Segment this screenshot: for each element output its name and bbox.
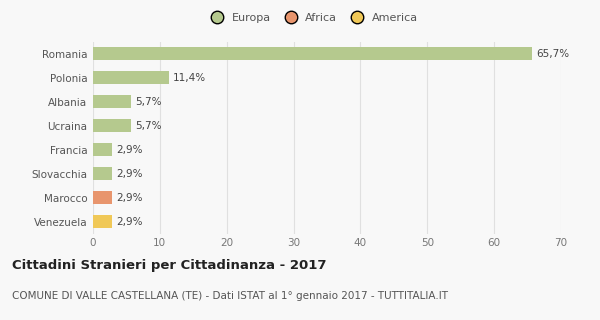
- Text: Cittadini Stranieri per Cittadinanza - 2017: Cittadini Stranieri per Cittadinanza - 2…: [12, 259, 326, 272]
- Text: COMUNE DI VALLE CASTELLANA (TE) - Dati ISTAT al 1° gennaio 2017 - TUTTITALIA.IT: COMUNE DI VALLE CASTELLANA (TE) - Dati I…: [12, 291, 448, 301]
- Text: 5,7%: 5,7%: [135, 121, 161, 131]
- Text: 2,9%: 2,9%: [116, 169, 143, 179]
- Text: 65,7%: 65,7%: [536, 49, 569, 59]
- Bar: [93, 167, 112, 180]
- Text: 2,9%: 2,9%: [116, 217, 143, 227]
- Text: 11,4%: 11,4%: [173, 73, 206, 83]
- Bar: [93, 71, 169, 84]
- Bar: [93, 119, 131, 132]
- Bar: [93, 191, 112, 204]
- Legend: Europa, Africa, America: Europa, Africa, America: [202, 9, 422, 28]
- Bar: [93, 143, 112, 156]
- Bar: [93, 95, 131, 108]
- Bar: [93, 215, 112, 228]
- Text: 2,9%: 2,9%: [116, 145, 143, 155]
- Text: 5,7%: 5,7%: [135, 97, 161, 107]
- Text: 2,9%: 2,9%: [116, 193, 143, 203]
- Bar: [93, 47, 532, 60]
